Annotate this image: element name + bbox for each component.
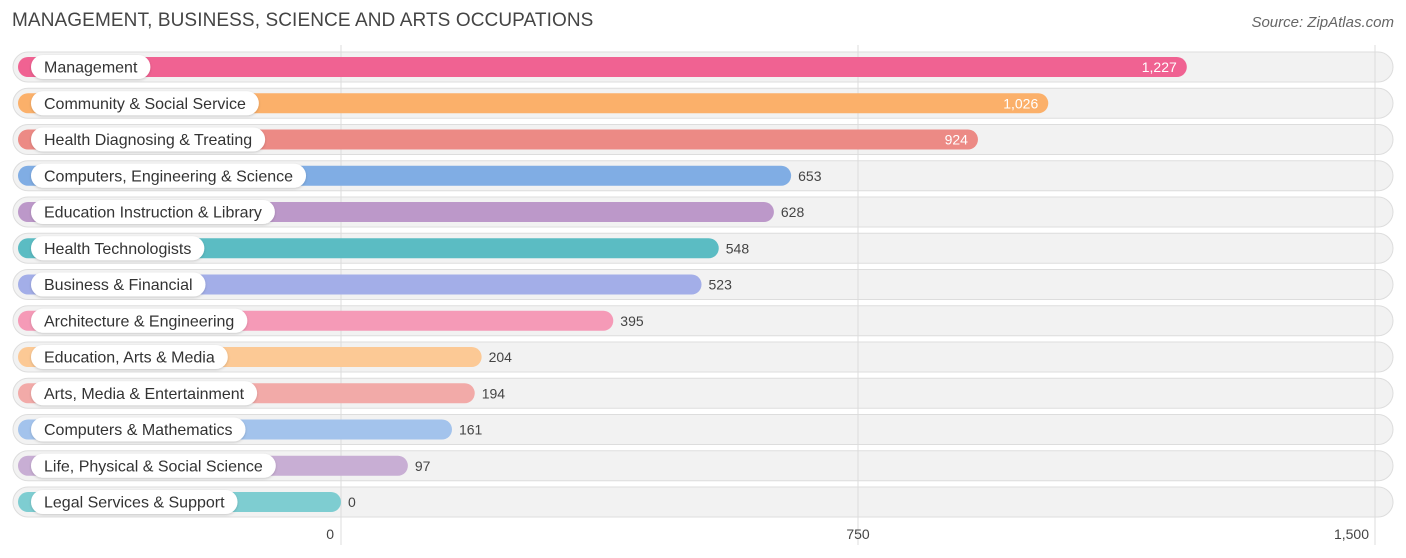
category-label: Legal Services & Support [44,495,225,512]
category-label: Community & Social Service [44,96,246,113]
category-label-pill [31,345,228,369]
category-label: Business & Financial [44,277,193,294]
value-label: 653 [798,168,822,184]
value-label: 0 [348,494,356,510]
category-label-pill [31,272,206,297]
x-tick-label: 1,500 [1334,526,1369,542]
category-label: Health Diagnosing & Treating [44,132,252,149]
value-label: 548 [726,240,750,256]
category-label-pill [31,490,238,514]
value-label: 628 [781,204,805,220]
x-tick-label: 750 [846,526,870,542]
category-label: Health Technologists [44,241,191,258]
category-label: Architecture & Engineering [44,313,234,330]
category-label: Management [44,60,138,77]
value-label: 97 [415,458,431,474]
source-note: Source: ZipAtlas.com [1251,14,1394,31]
category-label-pill [31,417,246,442]
bar [18,93,1049,114]
category-label: Arts, Media & Entertainment [44,386,245,403]
category-label-pill [31,381,258,406]
chart-title: MANAGEMENT, BUSINESS, SCIENCE AND ARTS O… [12,10,594,31]
category-label-pill [31,91,259,116]
category-label-pill [31,453,276,478]
value-label: 523 [709,277,733,293]
value-label: 1,026 [1003,95,1038,111]
category-label-pill [31,308,248,333]
value-label: 161 [459,422,483,438]
value-label: 194 [482,385,506,401]
category-label: Education Instruction & Library [44,205,262,222]
category-label: Life, Physical & Social Science [44,458,263,475]
bar [18,57,1187,77]
value-label: 204 [489,349,513,365]
category-label-pill [31,127,266,152]
value-label: 1,227 [1142,59,1177,75]
value-label: 395 [620,313,644,329]
value-label: 924 [945,132,969,148]
category-label-pill [31,236,205,261]
x-tick-label: 0 [326,526,334,542]
category-label-pill [31,55,151,79]
category-label-pill [31,163,307,188]
category-label: Computers & Mathematics [44,422,233,439]
row-background [12,486,1394,518]
category-label: Education, Arts & Media [44,350,215,367]
category-label: Computers, Engineering & Science [44,168,293,185]
category-label-pill [31,200,275,224]
